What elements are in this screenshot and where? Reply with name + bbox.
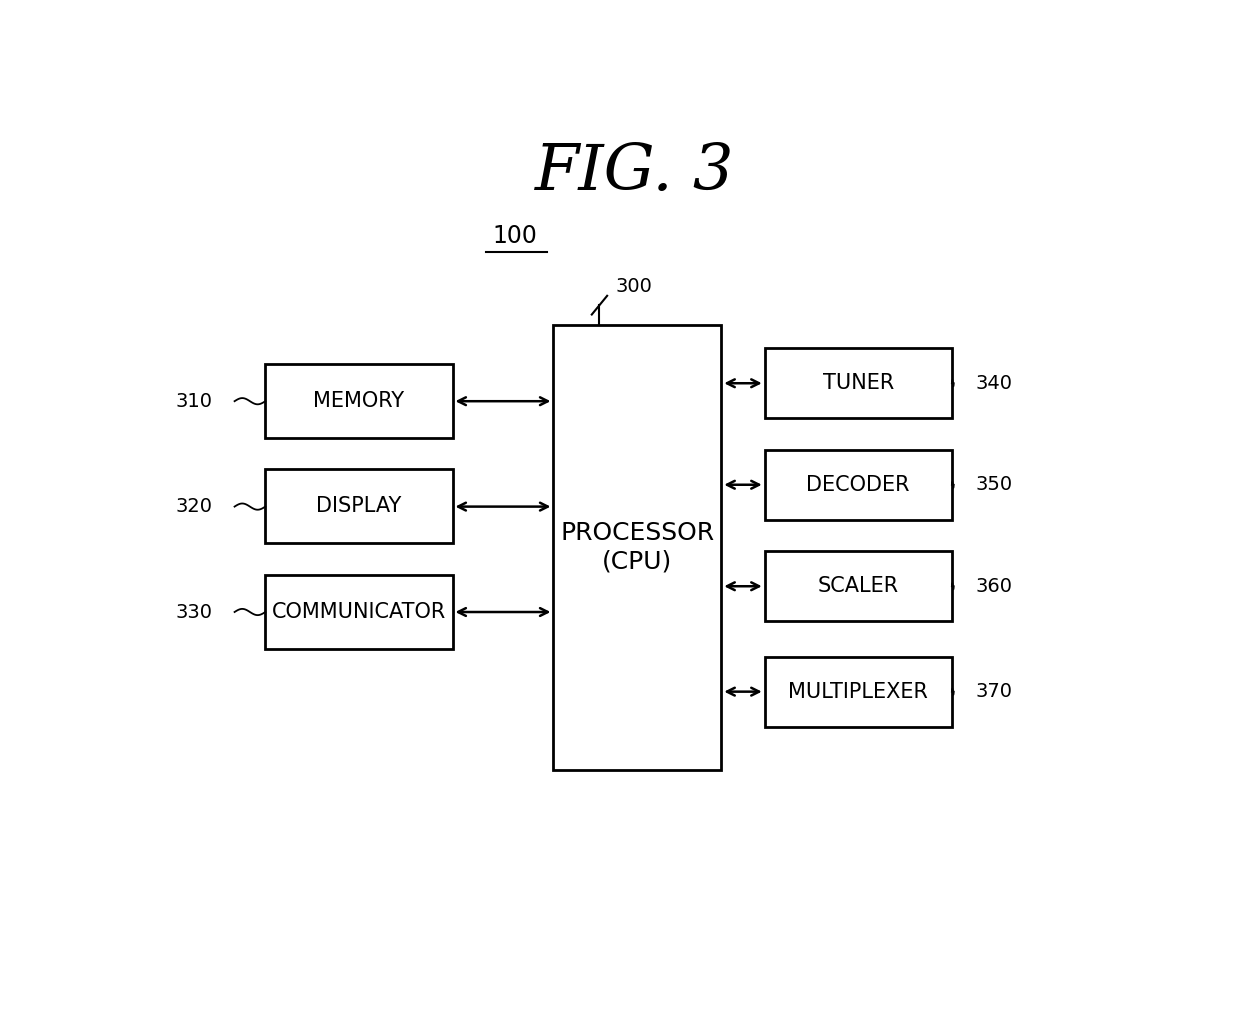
- Bar: [764, 449, 952, 520]
- Text: DECODER: DECODER: [807, 475, 909, 495]
- Text: FIG. 3: FIG. 3: [535, 142, 735, 203]
- Text: DISPLAY: DISPLAY: [316, 496, 401, 516]
- Text: 310: 310: [176, 391, 213, 411]
- Bar: [764, 552, 952, 622]
- Text: TUNER: TUNER: [823, 373, 893, 393]
- Text: 350: 350: [976, 476, 1014, 494]
- Bar: [265, 469, 452, 544]
- Bar: [764, 348, 952, 419]
- Text: MEMORY: MEMORY: [313, 390, 404, 411]
- Text: MULTIPLEXER: MULTIPLEXER: [788, 681, 928, 702]
- Text: COMMUNICATOR: COMMUNICATOR: [271, 601, 446, 622]
- Bar: [265, 364, 452, 438]
- Text: 320: 320: [176, 497, 213, 516]
- Text: 370: 370: [976, 682, 1012, 701]
- Text: 330: 330: [176, 602, 213, 622]
- Text: 360: 360: [976, 577, 1012, 596]
- Text: 300: 300: [616, 277, 653, 296]
- Text: PROCESSOR
(CPU): PROCESSOR (CPU): [560, 521, 715, 573]
- Bar: [764, 656, 952, 727]
- Text: 340: 340: [976, 374, 1012, 392]
- Bar: [265, 575, 452, 649]
- Text: 100: 100: [493, 224, 538, 248]
- Bar: [554, 324, 721, 770]
- Text: SCALER: SCALER: [818, 576, 898, 596]
